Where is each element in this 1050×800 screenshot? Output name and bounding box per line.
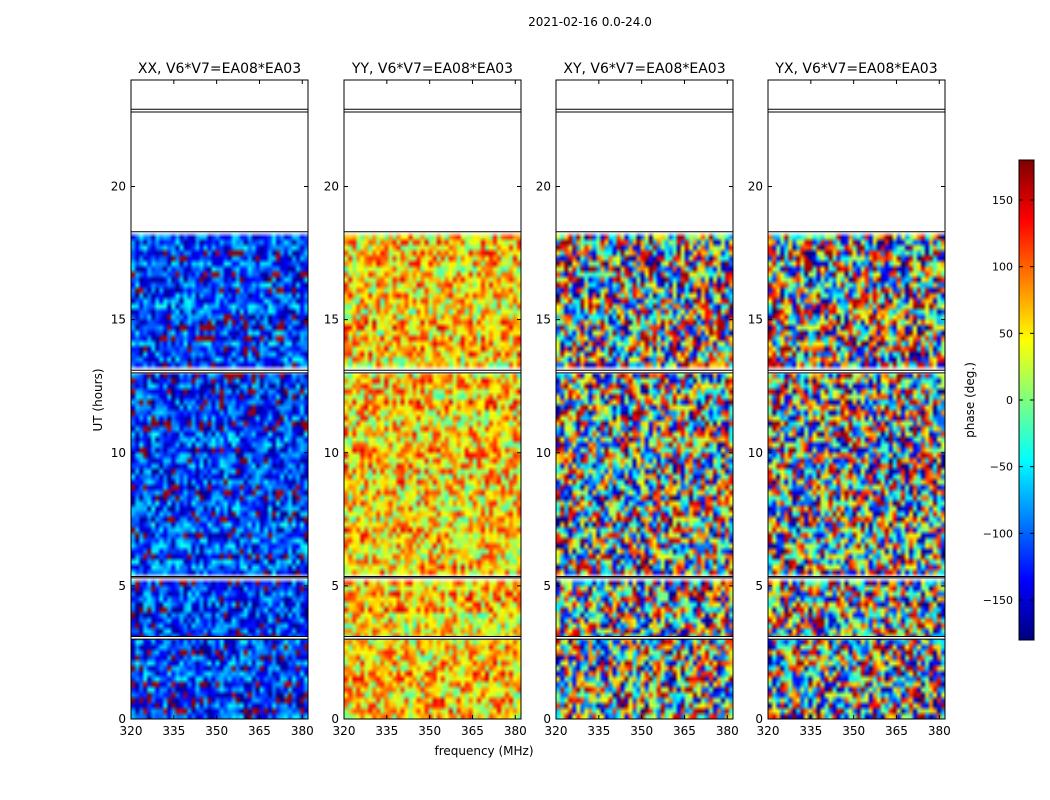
panel-3: XY, V6*V7=EA08*EA03 320 335 350 365 380 0 5 10 15… bbox=[536, 61, 739, 738]
y-tick-label: 15 bbox=[324, 313, 339, 327]
x-tick-label: 335 bbox=[799, 724, 822, 738]
panel-title: YY, V6*V7=EA08*EA03 bbox=[351, 61, 513, 77]
colorbar-tick-label: 100 bbox=[992, 261, 1013, 274]
x-tick-label: 320 bbox=[757, 724, 780, 738]
y-tick-label: 5 bbox=[543, 579, 551, 593]
y-tick-label: 5 bbox=[755, 579, 763, 593]
flagged-gap bbox=[131, 370, 308, 373]
x-tick-label: 335 bbox=[587, 724, 610, 738]
x-tick-label: 350 bbox=[205, 724, 228, 738]
flagged-gap bbox=[768, 80, 945, 110]
flagged-gap bbox=[768, 636, 945, 640]
flagged-gap bbox=[556, 576, 733, 578]
flagged-gap bbox=[131, 636, 308, 640]
x-tick-label: 350 bbox=[418, 724, 441, 738]
flagged-gap bbox=[556, 80, 733, 110]
y-tick-label: 15 bbox=[536, 313, 551, 327]
x-tick-label: 350 bbox=[842, 724, 865, 738]
colorbar-tick-label: 0 bbox=[1006, 394, 1013, 407]
y-tick-label: 10 bbox=[324, 446, 339, 460]
x-tick-label: 380 bbox=[928, 724, 951, 738]
y-tick-label: 20 bbox=[748, 180, 763, 194]
flagged-gap bbox=[556, 111, 733, 232]
flagged-gap bbox=[768, 111, 945, 232]
y-tick-label: 15 bbox=[748, 313, 763, 327]
x-tick-label: 320 bbox=[120, 724, 143, 738]
y-tick-label: 0 bbox=[118, 712, 126, 726]
y-tick-label: 20 bbox=[324, 180, 339, 194]
x-tick-label: 365 bbox=[248, 724, 271, 738]
flagged-gap bbox=[556, 370, 733, 373]
panel-frame bbox=[555, 79, 734, 720]
y-tick-label: 5 bbox=[331, 579, 339, 593]
flagged-gap bbox=[768, 370, 945, 373]
flagged-gap bbox=[131, 576, 308, 578]
flagged-gap bbox=[344, 636, 521, 640]
flagged-gap bbox=[344, 576, 521, 578]
colorbar-label: phase (deg.) bbox=[963, 362, 977, 438]
y-tick-label: 0 bbox=[331, 712, 339, 726]
panel-title: YX, V6*V7=EA08*EA03 bbox=[774, 61, 937, 77]
y-axis-label: UT (hours) bbox=[91, 368, 105, 431]
y-tick-label: 0 bbox=[543, 712, 551, 726]
flagged-gap bbox=[131, 80, 308, 110]
panel-1: XX, V6*V7=EA08*EA03 320 335 350 365 380 0 5 10 15… bbox=[111, 61, 314, 738]
panel-2: YY, V6*V7=EA08*EA03 320 335 350 365 380 0 5 10 15… bbox=[324, 61, 527, 738]
panel-title: XY, V6*V7=EA08*EA03 bbox=[563, 61, 725, 77]
y-tick-label: 10 bbox=[536, 446, 551, 460]
colorbar-tick-label: 50 bbox=[999, 327, 1013, 340]
colorbar-tick-label: −100 bbox=[983, 527, 1013, 540]
colorbar-tick-label: 150 bbox=[992, 194, 1013, 207]
y-tick-label: 20 bbox=[111, 180, 126, 194]
x-tick-label: 380 bbox=[504, 724, 527, 738]
panel-group: XX, V6*V7=EA08*EA03 320 335 350 365 380 0 5 10 15… bbox=[111, 61, 951, 738]
x-tick-label: 365 bbox=[461, 724, 484, 738]
x-axis-label: frequency (MHz) bbox=[434, 744, 533, 758]
colorbar-tick-label: −150 bbox=[983, 594, 1013, 607]
flagged-gap bbox=[344, 80, 521, 110]
x-tick-label: 320 bbox=[333, 724, 356, 738]
x-tick-label: 365 bbox=[885, 724, 908, 738]
x-tick-label: 380 bbox=[291, 724, 314, 738]
x-tick-label: 350 bbox=[630, 724, 653, 738]
panel-frame bbox=[767, 79, 946, 720]
x-tick-label: 335 bbox=[162, 724, 185, 738]
x-tick-label: 380 bbox=[716, 724, 739, 738]
x-tick-label: 365 bbox=[673, 724, 696, 738]
y-tick-label: 0 bbox=[755, 712, 763, 726]
colorbar: −150 −100 −50 0 50 100 150 bbox=[983, 159, 1035, 641]
flagged-gap bbox=[131, 111, 308, 232]
panel-title: XX, V6*V7=EA08*EA03 bbox=[138, 61, 301, 77]
y-tick-label: 15 bbox=[111, 313, 126, 327]
flagged-gap bbox=[344, 370, 521, 373]
flagged-gap bbox=[768, 576, 945, 578]
y-tick-label: 10 bbox=[748, 446, 763, 460]
y-tick-label: 10 bbox=[111, 446, 126, 460]
x-tick-label: 335 bbox=[375, 724, 398, 738]
panel-frame bbox=[343, 79, 522, 720]
panel-frame bbox=[130, 79, 309, 720]
colorbar-tick-label: −50 bbox=[990, 461, 1013, 474]
x-tick-label: 320 bbox=[545, 724, 568, 738]
flagged-gap bbox=[556, 636, 733, 640]
figure-title: 2021-02-16 0.0-24.0 bbox=[528, 15, 652, 29]
flagged-gap bbox=[344, 111, 521, 232]
y-tick-label: 20 bbox=[536, 180, 551, 194]
panel-4: YX, V6*V7=EA08*EA03 320 335 350 365 380 0 5 10 15… bbox=[748, 61, 951, 738]
y-tick-label: 5 bbox=[118, 579, 126, 593]
